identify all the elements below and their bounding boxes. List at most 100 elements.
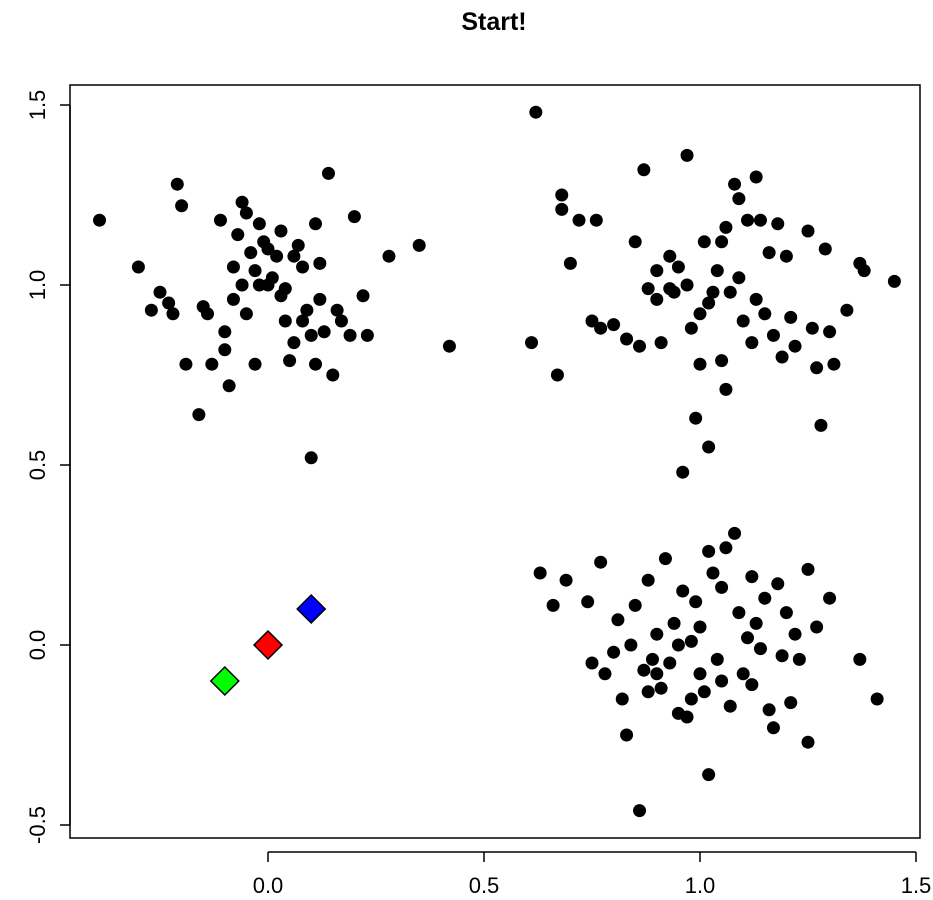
data-point [663,656,677,670]
data-point [732,606,746,620]
data-point [192,408,206,422]
data-point [620,728,634,742]
data-point [533,566,547,580]
data-point [702,544,716,558]
data-point [887,274,901,288]
data-point [810,620,824,634]
data-point [693,667,707,681]
data-point [330,303,344,317]
data-point [166,307,180,321]
data-point [650,292,664,306]
data-point [572,213,586,227]
data-point [788,339,802,353]
data-point [719,541,733,555]
data-point [598,667,612,681]
data-point [265,271,279,285]
data-point [792,652,806,666]
data-point [231,228,245,242]
data-point [309,357,323,371]
data-point [719,220,733,234]
data-point [637,663,651,677]
data-point [283,354,297,368]
data-point [144,303,158,317]
data-point [382,249,396,263]
data-point [334,314,348,328]
y-axis: -0.5 0.0 0.5 1.0 1.5 [25,90,71,844]
data-point [615,692,629,706]
data-point [667,616,681,630]
data-point [296,314,310,328]
data-point [823,591,837,605]
data-point [676,584,690,598]
data-point [870,692,884,706]
data-point [93,213,107,227]
centroid-marker [296,593,327,625]
data-point [680,278,694,292]
data-point [771,577,785,591]
data-point [559,573,573,587]
centroid-marker [209,665,240,697]
data-point [650,264,664,278]
data-point [326,368,340,382]
data-point [235,278,249,292]
y-tick-label: 1.0 [25,270,50,301]
data-point [762,703,776,717]
data-point [589,213,603,227]
plot-frame [69,84,921,839]
data-point [671,638,685,652]
data-point [801,224,815,238]
data-point [814,418,828,432]
data-point [827,357,841,371]
data-point [550,368,564,382]
data-point [442,339,456,353]
data-point [313,292,327,306]
data-point [753,213,767,227]
data-point [779,606,793,620]
data-point [710,652,724,666]
data-point [728,177,742,191]
data-point [235,195,249,209]
data-point [270,249,284,263]
data-point [715,674,729,688]
data-point [555,202,569,216]
data-point [309,217,323,231]
data-point [654,681,668,695]
data-point [728,526,742,540]
data-point [784,310,798,324]
data-point [175,199,189,213]
data-point [650,627,664,641]
data-point [741,213,755,227]
data-point [671,260,685,274]
x-axis: 0.0 0.5 1.0 1.5 [253,851,932,898]
data-point [779,249,793,263]
data-point [749,292,763,306]
data-point [205,357,219,371]
data-point [840,303,854,317]
y-tick-label: 0.5 [25,450,50,481]
data-point [317,325,331,339]
data-point [300,303,314,317]
data-point [758,591,772,605]
data-point [637,163,651,177]
data-point [628,235,642,249]
data-point [287,336,301,350]
data-point [624,638,638,652]
centroid-markers [209,593,327,697]
data-point [239,206,253,220]
data-point [753,642,767,656]
data-point [745,336,759,350]
data-point [252,217,266,231]
data-point [684,692,698,706]
data-point [823,325,837,339]
x-tick-label: 1.5 [901,873,932,898]
data-point [710,264,724,278]
data-point [645,652,659,666]
data-point [663,249,677,263]
chart-title: Start! [461,8,526,36]
data-point [766,721,780,735]
data-point [525,336,539,350]
data-point [749,616,763,630]
data-point [654,336,668,350]
data-point [715,235,729,249]
